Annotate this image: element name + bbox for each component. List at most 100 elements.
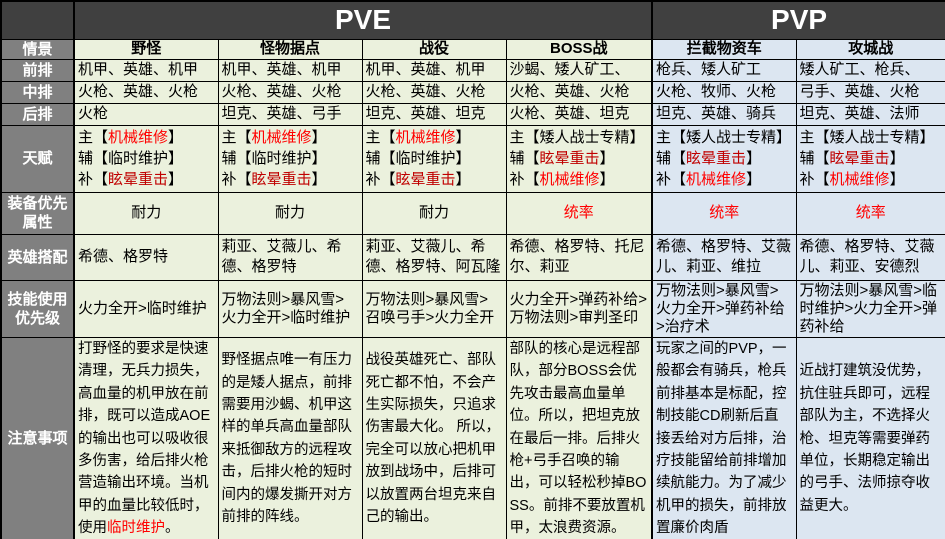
- talent-segment: 】: [599, 150, 615, 167]
- talent-line: 主【机械维修】: [222, 127, 359, 148]
- talent-segment: 机械维修: [686, 171, 747, 188]
- row-label-skill-priority: 技能使用优先级: [0, 279, 75, 338]
- talent-segment: 眩晕重击: [395, 171, 456, 188]
- cell-scenario-boss-battle: BOSS战: [505, 38, 653, 60]
- talent-segment: 】: [746, 171, 762, 188]
- row-front-row: 前排 机甲、英雄、机甲 机甲、英雄、机甲 机甲、英雄、机甲 沙蝎、矮人矿工、 枪兵、矮人矿…: [0, 58, 945, 82]
- talent-segment: 主【: [365, 129, 396, 146]
- cell-front-row-siege-battle: 矮人矿工、枪兵、: [795, 58, 945, 82]
- cell-back-row-siege-battle: 坦克、英雄、法师: [795, 102, 945, 126]
- cell-notes-siege-battle: 近战打建筑没优势，抗住驻兵即可，远程部队为主，不选择火枪、坦克等需要弹药单位，长…: [795, 336, 945, 539]
- equip-value: 统率: [563, 204, 594, 221]
- talent-segment: 眩晕重击: [686, 150, 747, 167]
- row-label-talents: 天赋: [0, 124, 75, 193]
- talent-segment: 机械维修: [395, 129, 456, 146]
- talent-line: 主【机械维修】: [366, 127, 503, 148]
- talent-segment: 辅【: [509, 150, 540, 167]
- note-segment: 。: [165, 520, 180, 537]
- talent-line: 补【机械维修】: [800, 169, 943, 190]
- row-label-equip-priority: 装备优先属性: [0, 191, 75, 235]
- talent-segment: 主【矮人战士专精】: [799, 129, 935, 146]
- talent-segment: 】: [889, 171, 905, 188]
- talent-segment: 机械维修: [108, 129, 169, 146]
- cell-hero-combo-wild-monsters: 希德、格罗特: [73, 233, 219, 281]
- talent-segment: 】: [455, 171, 471, 188]
- talent-line: 辅【临时维护】: [78, 148, 215, 169]
- talent-segment: 】: [311, 129, 327, 146]
- cell-equip-priority-siege-battle: 统率: [795, 191, 945, 235]
- row-label-back-row: 后排: [0, 102, 75, 126]
- cell-middle-row-siege-battle: 弓手、英雄、火枪: [795, 80, 945, 104]
- talent-line: 辅【临时维护】: [366, 148, 503, 169]
- row-label-scenario: 情景: [0, 38, 75, 60]
- cell-front-row-monster-stronghold: 机甲、英雄、机甲: [217, 58, 363, 82]
- cell-talents-intercept-supply-wagon: 主【矮人战士专精】 辅【眩晕重击】 补【机械维修】: [651, 124, 797, 193]
- row-talents: 天赋 主【机械维修】 辅【临时维护】 补【眩晕重击】 主【机械维修】 辅【临时维护】 补【眩…: [0, 124, 945, 193]
- talent-segment: 】: [746, 150, 762, 167]
- talent-segment: 眩晕重击: [539, 150, 600, 167]
- talent-line: 辅【眩晕重击】: [510, 148, 649, 169]
- talent-segment: 辅【临时维护】: [78, 150, 184, 167]
- cell-equip-priority-monster-stronghold: 耐力: [217, 191, 363, 235]
- talent-line: 主【矮人战士专精】: [800, 127, 943, 148]
- cell-notes-intercept-supply-wagon: 玩家之间的PVP，一般都会有骑兵，枪兵前排基本是标配，控制技能CD刷新后直接丢给…: [651, 336, 797, 539]
- talent-segment: 】: [168, 171, 184, 188]
- talent-segment: 】: [889, 150, 905, 167]
- talent-segment: 】: [311, 171, 327, 188]
- talent-segment: 机械维修: [539, 171, 600, 188]
- talent-line: 主【矮人战士专精】: [510, 127, 649, 148]
- cell-middle-row-campaign: 火枪、英雄、火枪: [361, 80, 507, 104]
- talent-segment: 机械维修: [829, 171, 890, 188]
- equip-value: 耐力: [131, 204, 162, 221]
- note-segment: 部队的核心是远程部队，部分BOSS会优先攻击最高血量单位。所以，把坦克放在最后一…: [509, 340, 647, 537]
- cell-equip-priority-campaign: 耐力: [361, 191, 507, 235]
- cell-scenario-siege-battle: 攻城战: [795, 38, 945, 60]
- cell-scenario-wild-monsters: 野怪: [73, 38, 219, 60]
- cell-talents-boss-battle: 主【矮人战士专精】 辅【眩晕重击】 补【机械维修】: [505, 124, 653, 193]
- cell-notes-wild-monsters: 打野怪的要求是快速清理，无兵力损失，高血量的机甲放在前排，既可以造成AOE的输出…: [73, 336, 219, 539]
- note-segment: 临时维护: [107, 520, 165, 537]
- talent-segment: 补【: [799, 171, 830, 188]
- talent-line: 补【眩晕重击】: [222, 169, 359, 190]
- cell-equip-priority-boss-battle: 统率: [505, 191, 653, 235]
- row-middle-row: 中排 火枪、英雄、火枪 火枪、英雄、火枪 火枪、英雄、火枪 火枪、英雄、火枪 火枪、牧师、…: [0, 80, 945, 104]
- talent-segment: 补【: [78, 171, 109, 188]
- row-label-middle-row: 中排: [0, 80, 75, 104]
- cell-scenario-intercept-supply-wagon: 拦截物资车: [651, 38, 797, 60]
- talent-segment: 眩晕重击: [829, 150, 890, 167]
- cell-talents-monster-stronghold: 主【机械维修】辅【临时维护】补【眩晕重击】: [217, 124, 363, 193]
- corner-cell: [0, 0, 75, 40]
- row-label-notes: 注意事项: [0, 336, 75, 539]
- cell-scenario-campaign: 战役: [361, 38, 507, 60]
- talent-segment: 】: [168, 129, 184, 146]
- cell-hero-combo-boss-battle: 希德、格罗特、托尼尔、莉亚: [505, 233, 653, 281]
- cell-front-row-intercept-supply-wagon: 枪兵、矮人矿工: [651, 58, 797, 82]
- talent-line: 辅【眩晕重击】: [800, 148, 943, 169]
- cell-skill-priority-monster-stronghold: 万物法则>暴风雪>火力全开>临时维护: [217, 279, 363, 338]
- cell-skill-priority-wild-monsters: 火力全开>临时维护: [73, 279, 219, 338]
- cell-notes-monster-stronghold: 野怪据点唯一有压力的是矮人据点，前排需要用沙蝎、机甲这样的单兵高血量部队来抵御敌…: [217, 336, 363, 539]
- talent-segment: 补【: [365, 171, 396, 188]
- cell-middle-row-intercept-supply-wagon: 火枪、牧师、火枪: [651, 80, 797, 104]
- row-label-front-row: 前排: [0, 58, 75, 82]
- cell-notes-boss-battle: 部队的核心是远程部队，部分BOSS会优先攻击最高血量单位。所以，把坦克放在最后一…: [505, 336, 653, 539]
- cell-talents-wild-monsters: 主【机械维修】 辅【临时维护】 补【眩晕重击】: [73, 124, 219, 193]
- talent-segment: 主【矮人战士专精】: [509, 129, 645, 146]
- row-skill-priority: 技能使用优先级 火力全开>临时维护 万物法则>暴风雪>火力全开>临时维护 万物法则>暴…: [0, 279, 945, 338]
- talent-line: 补【机械维修】: [510, 169, 649, 190]
- equip-value: 统率: [855, 204, 886, 221]
- group-header-row: PVE PVP: [0, 0, 945, 40]
- row-scenario: 情景 野怪 怪物据点 战役 BOSS战 拦截物资车 攻城战: [0, 38, 945, 60]
- talent-segment: 辅【临时维护】: [221, 150, 327, 167]
- cell-skill-priority-intercept-supply-wagon: 万物法则>暴风雪>火力全开>弹药补给>治疗术: [651, 279, 797, 338]
- row-back-row: 后排 火枪 坦克、英雄、弓手 坦克、英雄、坦克 火枪、英雄、坦克 坦克、英雄、骑兵 坦克、英…: [0, 102, 945, 126]
- cell-middle-row-wild-monsters: 火枪、英雄、火枪: [73, 80, 219, 104]
- row-equip-priority: 装备优先属性 耐力 耐力 耐力 统率 统率 统率: [0, 191, 945, 235]
- talent-line: 主【矮人战士专精】: [656, 127, 793, 148]
- talent-line: 补【眩晕重击】: [78, 169, 215, 190]
- equip-value: 耐力: [418, 204, 449, 221]
- talent-segment: 主【矮人战士专精】: [656, 129, 792, 146]
- note-segment: 玩家之间的PVP，一般都会有骑兵，枪兵前排基本是标配，控制技能CD刷新后直接丢给…: [656, 340, 787, 537]
- talent-segment: 补【: [221, 171, 252, 188]
